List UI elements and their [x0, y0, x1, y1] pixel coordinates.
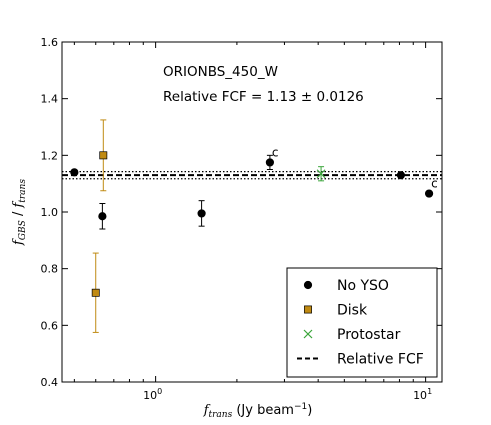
y-tick-label-6: 1.6 [41, 36, 59, 49]
legend: No YSO Disk Protostar Relative FCF [286, 267, 438, 378]
legend-marker-1 [304, 305, 312, 314]
x-axis-label-var: f [203, 403, 211, 418]
point-circle-4 [396, 171, 406, 180]
y-axis-label: fGBS / ftrans [11, 179, 28, 246]
x-tick-label-0: 100 [143, 387, 162, 402]
legend-label-3: Relative FCF [337, 352, 424, 368]
point-circle-2 [197, 209, 206, 218]
y-axis-label-sep: / [11, 208, 26, 221]
y-tick-label-4: 1.2 [41, 149, 59, 162]
y-tick-label-3: 1.0 [41, 206, 59, 219]
annotation-fcf: Relative FCF = 1.13 ± 0.0126 [163, 89, 364, 105]
y-tick-label-1: 0.6 [41, 319, 59, 332]
x-axis-label-unit: (Jy beam [232, 403, 294, 418]
plot-lines [62, 170, 442, 180]
x-axis-label: ftrans (Jy beam−1) [203, 402, 313, 420]
point-x-0-stroke-b [316, 169, 326, 179]
legend-label-0: No YSO [337, 278, 389, 294]
legend-label-2: Protostar [337, 327, 401, 343]
x-axis-label-unit-end: ) [307, 403, 312, 418]
y-axis-label-var1: f [11, 238, 26, 246]
legend-label-1: Disk [337, 303, 368, 319]
point-circle-1 [98, 212, 107, 221]
data-points: cc [70, 119, 438, 333]
y-axis-label-sub1: GBS [18, 220, 28, 240]
x-axis-label-sub: trans [209, 410, 233, 420]
point-circle-5-label: c [431, 177, 438, 191]
y-tick-label-2: 0.8 [41, 263, 59, 276]
y-axis-label-var2: f [11, 201, 26, 209]
legend-box [286, 267, 438, 378]
point-x-0 [316, 169, 326, 179]
point-circle-5 [424, 189, 434, 198]
x-axis-label-unit-exp: −1 [294, 402, 307, 412]
y-tick-label-0: 0.4 [41, 376, 59, 389]
legend-marker-2 [303, 329, 313, 339]
point-circle-3 [265, 158, 274, 167]
x-tick-label-1: 101 [413, 387, 432, 402]
annotation-title: ORIONBS_450_W [163, 64, 278, 80]
axis-ticks: 0.4 0.6 0.8 1.0 1.2 1.4 1.6 100 101 [41, 36, 442, 402]
point-circle-3-label: c [272, 145, 279, 159]
legend-marker-0 [303, 280, 313, 290]
point-circle-0 [70, 168, 79, 177]
y-tick-label-5: 1.4 [41, 93, 59, 106]
y-axis-label-sub2: trans [18, 179, 28, 203]
point-square-1 [91, 288, 100, 297]
point-square-0 [99, 151, 108, 160]
legend-marker-2-stroke-b [303, 329, 313, 339]
